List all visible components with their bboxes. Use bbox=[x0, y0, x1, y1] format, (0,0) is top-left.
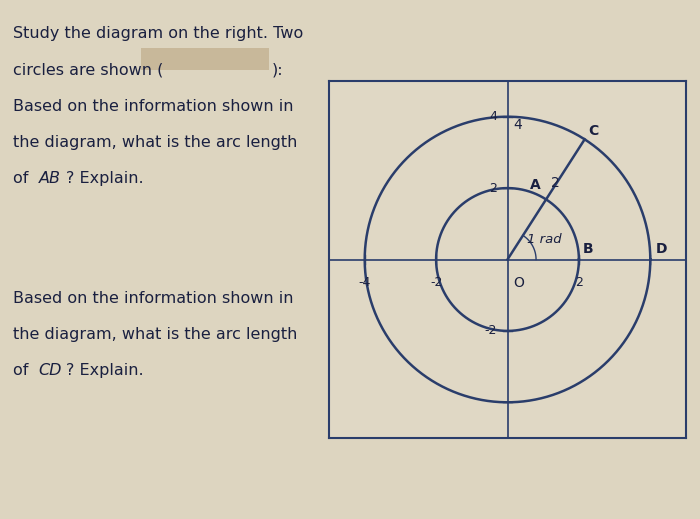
Text: CD: CD bbox=[38, 363, 62, 378]
Text: the diagram, what is the arc length: the diagram, what is the arc length bbox=[13, 327, 298, 342]
Text: B: B bbox=[583, 242, 594, 256]
Text: 2: 2 bbox=[489, 182, 497, 195]
Text: A: A bbox=[530, 179, 540, 192]
Text: the diagram, what is the arc length: the diagram, what is the arc length bbox=[13, 135, 298, 150]
Text: -2: -2 bbox=[484, 324, 497, 337]
Text: 4: 4 bbox=[489, 110, 497, 123]
Text: D: D bbox=[656, 242, 667, 256]
Text: Study the diagram on the right. Two: Study the diagram on the right. Two bbox=[13, 26, 304, 41]
Text: -4: -4 bbox=[358, 276, 371, 289]
Text: ):: ): bbox=[272, 62, 284, 77]
Text: circles are shown (: circles are shown ( bbox=[13, 62, 164, 77]
Text: Based on the information shown in: Based on the information shown in bbox=[13, 99, 294, 114]
Text: of: of bbox=[13, 171, 34, 186]
Text: of: of bbox=[13, 363, 34, 378]
Text: AB: AB bbox=[38, 171, 61, 186]
Text: 2: 2 bbox=[552, 176, 560, 190]
Text: ? Explain.: ? Explain. bbox=[66, 171, 143, 186]
Text: -2: -2 bbox=[430, 276, 442, 289]
Text: Based on the information shown in: Based on the information shown in bbox=[13, 291, 294, 306]
FancyBboxPatch shape bbox=[141, 48, 269, 70]
Text: 1 rad: 1 rad bbox=[527, 234, 562, 247]
Text: ? Explain.: ? Explain. bbox=[66, 363, 143, 378]
Text: C: C bbox=[588, 124, 598, 138]
Text: 2: 2 bbox=[575, 276, 583, 289]
Text: 4: 4 bbox=[513, 118, 522, 132]
Text: O: O bbox=[513, 276, 524, 290]
